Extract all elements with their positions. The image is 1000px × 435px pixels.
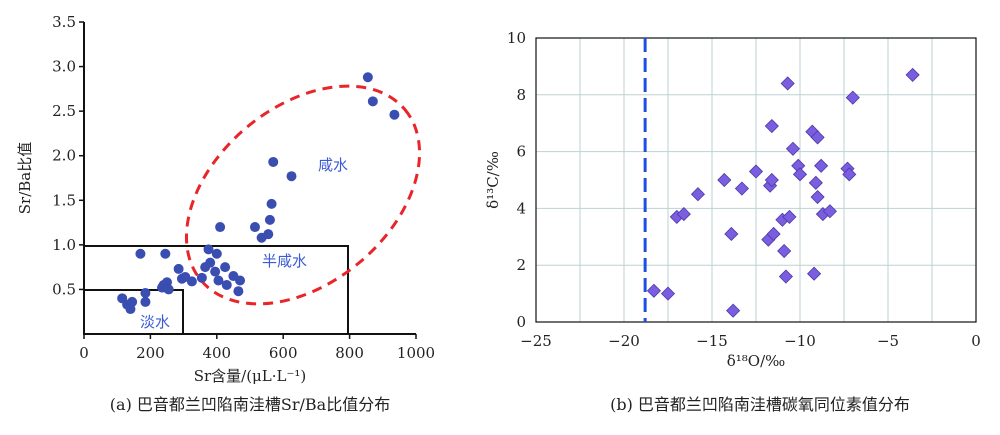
data-point-b: [822, 204, 837, 219]
data-point-b: [764, 172, 779, 188]
region-label-saline: 咸水: [318, 156, 348, 174]
data-point-b: [660, 286, 676, 301]
x-tick-label-a: 1000: [397, 344, 435, 362]
data-point-b: [808, 175, 823, 190]
data-point-b: [785, 141, 801, 156]
data-point-b: [842, 167, 857, 182]
panel-b-isotope-chart: −25 −20 −15 −10 −5 0 0 2 4 6 8 10 δ¹⁸O/‰ δ¹³C/‰ (b…: [484, 29, 981, 414]
data-point-b: [810, 189, 825, 205]
data-point-a: [140, 296, 151, 307]
saline-region-ellipse: [184, 84, 422, 306]
data-point-b: [777, 243, 792, 259]
data-point-b: [764, 118, 779, 134]
y-tick-label-a: 3.5: [52, 13, 76, 31]
x-tick-label-b: −10: [784, 332, 816, 350]
data-point-a: [135, 248, 146, 259]
y-tick-label-a: 1.0: [52, 236, 76, 254]
data-point-a: [140, 287, 151, 298]
data-point-a: [186, 276, 197, 287]
x-tick-label-a: 400: [202, 344, 231, 362]
data-point-a: [263, 229, 274, 240]
data-point-a: [235, 275, 246, 286]
plot-frame-b: [535, 37, 977, 323]
y-tick-label-b: 2: [516, 256, 526, 274]
data-point-a: [211, 248, 222, 259]
data-point-b: [676, 207, 691, 222]
region-label-fresh: 淡水: [140, 313, 170, 331]
data-point-a: [127, 296, 138, 307]
data-point-b: [778, 269, 793, 284]
data-point-b: [810, 130, 825, 145]
data-point-a: [173, 263, 184, 274]
data-point-a: [362, 72, 373, 83]
data-point-a: [210, 266, 221, 277]
x-tick-label-b: −20: [608, 332, 640, 350]
data-point-b: [782, 209, 797, 224]
data-point-b: [845, 90, 860, 105]
data-point-a: [367, 96, 378, 107]
data-point-b: [734, 181, 749, 196]
y-axis-title-a: Sr/Ba比值: [16, 142, 34, 214]
y-axis-title-b: δ¹³C/‰: [484, 151, 502, 209]
x-tick-label-b: −25: [520, 332, 552, 350]
data-point-a: [213, 275, 224, 286]
data-point-a: [249, 222, 260, 233]
y-tick-label-a: 2.5: [52, 102, 76, 120]
data-point-b: [726, 303, 741, 318]
y-tick-label-b: 0: [516, 313, 526, 331]
data-point-a: [220, 262, 231, 273]
data-point-b: [792, 167, 808, 182]
y-tick-label-a: 3.0: [52, 58, 76, 76]
data-point-a: [203, 244, 214, 255]
x-tick-label-a: 0: [79, 344, 89, 362]
data-point-a: [264, 214, 275, 225]
y-tick-label-a: 2.0: [52, 147, 76, 165]
x-tick-label-a: 600: [269, 344, 298, 362]
data-point-b: [807, 266, 822, 281]
data-point-a: [215, 222, 226, 233]
data-point-b: [780, 76, 795, 91]
region-label-brackish: 半咸水: [262, 252, 307, 270]
data-point-a: [268, 156, 279, 167]
x-tick-label-a: 200: [136, 344, 165, 362]
y-tick-label-b: 4: [516, 199, 526, 217]
x-axis-title-a: Sr含量/(μL·L⁻¹): [194, 367, 307, 385]
data-point-a: [205, 257, 216, 268]
y-tick-label-a: 0.5: [52, 280, 76, 298]
data-point-b: [905, 67, 920, 82]
y-tick-label-b: 6: [516, 143, 526, 161]
data-point-a: [196, 272, 207, 283]
x-tick-label-b: −5: [877, 332, 899, 350]
data-point-a: [286, 171, 297, 182]
data-point-a: [266, 198, 277, 209]
caption-a: (a) 巴音都兰凹陷南洼槽Sr/Ba比值分布: [110, 395, 390, 414]
x-tick-label-a: 800: [335, 344, 364, 362]
panel-a-sr-ba-chart: 0 200 400 600 800 1000 0.51.01.52.02.53.03.5 …: [16, 13, 435, 414]
data-point-b: [748, 164, 764, 179]
data-point-b: [646, 283, 661, 298]
data-point-b: [724, 226, 739, 242]
y-tick-label-b: 10: [507, 29, 526, 47]
x-axis-title-b: δ¹⁸O/‰: [727, 352, 786, 370]
data-point-a: [163, 284, 174, 295]
data-point-b: [717, 172, 732, 188]
x-tick-label-b: −15: [696, 332, 728, 350]
data-point-b: [766, 226, 781, 242]
caption-b: (b) 巴音都兰凹陷南洼槽碳氧同位素值分布: [610, 395, 910, 414]
data-point-a: [221, 279, 232, 290]
data-point-a: [233, 286, 244, 297]
data-point-a: [160, 248, 171, 259]
data-point-a: [389, 109, 400, 120]
data-point-b: [814, 158, 829, 173]
x-tick-label-b: 0: [971, 332, 981, 350]
y-tick-label-b: 8: [516, 86, 526, 104]
data-point-b: [690, 187, 705, 202]
y-tick-label-a: 1.5: [52, 191, 76, 209]
